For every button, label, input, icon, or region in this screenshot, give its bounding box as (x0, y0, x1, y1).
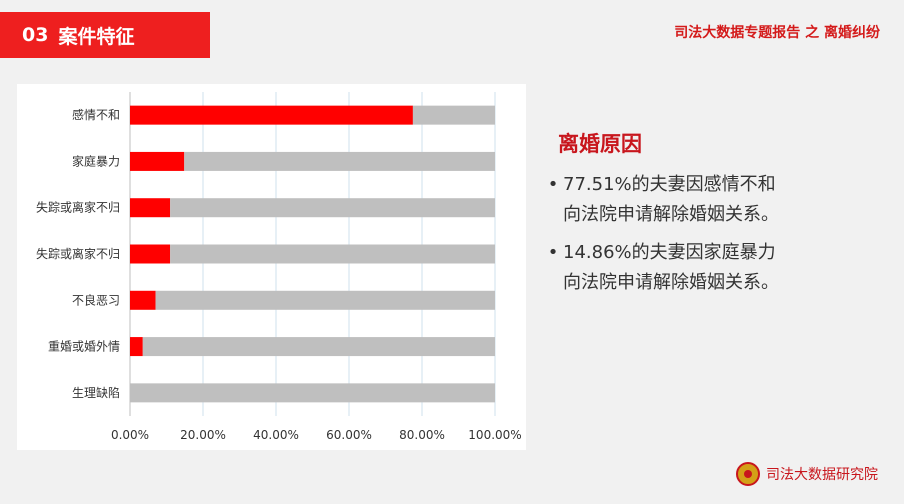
report-title: 司法大数据专题报告 之 离婚纠纷 (674, 25, 880, 41)
bar-remainder (184, 151, 495, 171)
divorce-reason-chart: 0.00% 20.00% 40.00% 60.00% 80.00% 100.00% 感情不和… (17, 84, 526, 450)
bar-primary (130, 198, 171, 218)
bar-primary (130, 290, 156, 310)
reason-text: 77.51%的夫妻因感情不和 向法院申请解除婚姻关系。 (563, 170, 883, 230)
x-tick-label: 0.00% (111, 428, 149, 442)
bar-remainder (170, 244, 495, 264)
bar-chart-svg: 0.00% 20.00% 40.00% 60.00% 80.00% 100.00% 感情不和… (36, 92, 522, 442)
org-footer: 司法大数据研究院 (736, 462, 878, 486)
bar-primary (130, 337, 143, 357)
category-label: 不良恶习 (72, 292, 120, 307)
reasons-panel: 离婚原因 • 77.51%的夫妻因感情不和 向法院申请解除婚姻关系。 • 14.… (543, 128, 883, 306)
bullet: • (547, 242, 559, 263)
reason-line: 77.51%的夫妻因感情不和 (563, 174, 776, 195)
x-tick-label: 20.00% (180, 428, 226, 442)
reason-line: 14.86%的夫妻因家庭暴力 (563, 242, 776, 263)
section-title: 案件特征 (58, 25, 135, 48)
bar-primary (130, 105, 413, 125)
category-label: 重婚或婚外情 (48, 340, 120, 354)
section-header: 03 案件特征 (0, 12, 210, 58)
reason-line: 向法院申请解除婚姻关系。 (563, 272, 779, 293)
x-tick-label: 60.00% (326, 428, 372, 442)
category-label: 家庭暴力 (72, 153, 120, 168)
bar-remainder (155, 290, 496, 310)
category-label: 失踪或离家不归 (36, 246, 120, 261)
reason-line: 向法院申请解除婚姻关系。 (563, 204, 779, 225)
bar-remainder (130, 383, 495, 403)
bar-remainder (170, 198, 495, 218)
x-tick-label: 100.00% (468, 428, 521, 442)
category-label: 感情不和 (72, 107, 120, 122)
reason-item: • 14.86%的夫妻因家庭暴力 向法院申请解除婚姻关系。 (543, 238, 883, 298)
section-number: 03 (22, 24, 49, 46)
reason-text: 14.86%的夫妻因家庭暴力 向法院申请解除婚姻关系。 (563, 238, 883, 298)
x-tick-label: 40.00% (253, 428, 299, 442)
reason-item: • 77.51%的夫妻因感情不和 向法院申请解除婚姻关系。 (543, 170, 883, 230)
court-emblem-icon (736, 462, 760, 486)
x-tick-label: 80.00% (399, 428, 445, 442)
reasons-title: 离婚原因 (558, 132, 642, 156)
bullet: • (547, 174, 559, 195)
bar-primary (130, 244, 171, 264)
bar-remainder (142, 337, 495, 357)
bar-primary (130, 151, 185, 171)
category-label: 生理缺陷 (72, 385, 120, 400)
org-name: 司法大数据研究院 (766, 467, 878, 483)
category-label: 失踪或离家不归 (36, 200, 120, 215)
bar-remainder (412, 105, 495, 125)
